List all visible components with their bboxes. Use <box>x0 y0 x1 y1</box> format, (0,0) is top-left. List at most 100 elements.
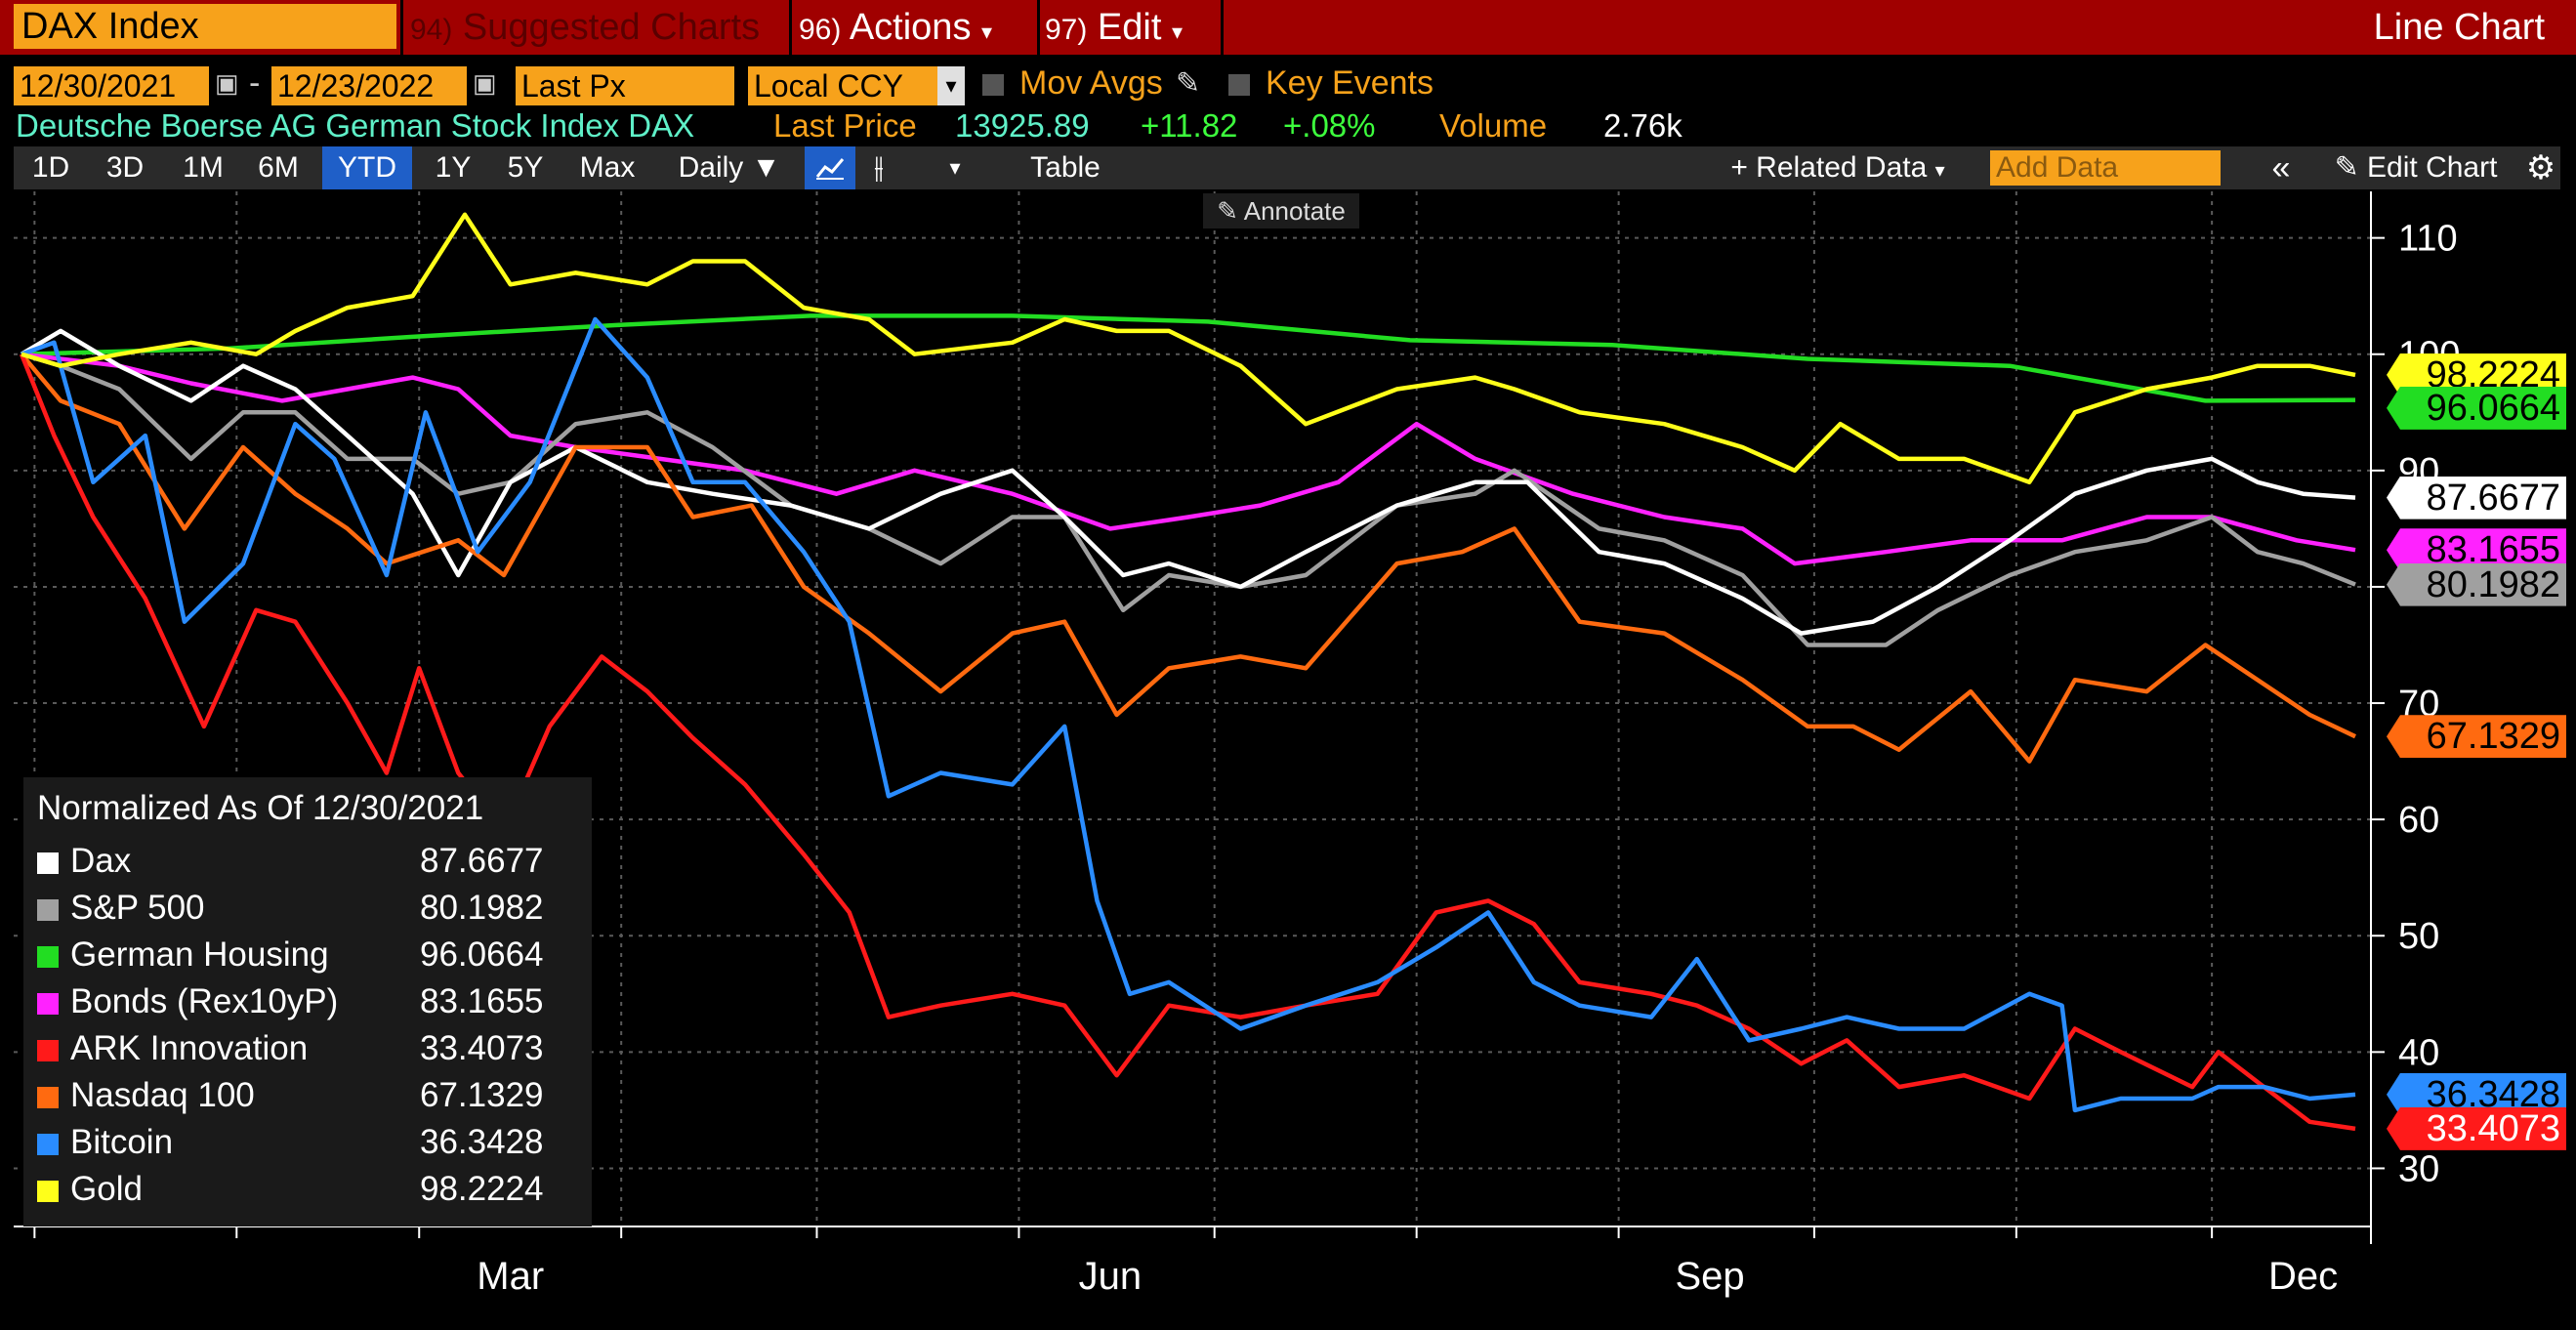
legend: Normalized As Of 12/30/2021 Dax 87.6677 S&… <box>23 777 592 1226</box>
key-events-label[interactable]: Key Events <box>1266 64 1433 102</box>
gear-icon[interactable]: ⚙ <box>2525 149 2556 187</box>
price-change-pct: +.08% <box>1283 107 1376 144</box>
last-value-label-sp500: 80.1982 <box>2387 562 2566 606</box>
add-data-input[interactable]: Add Data <box>1990 150 2221 186</box>
last-value-label-ark: 33.4073 <box>2387 1106 2566 1150</box>
legend-swatch <box>37 898 59 921</box>
annotate-label: Annotate <box>1243 196 1346 226</box>
edit-menu-button[interactable]: 97) Edit ▾ <box>1045 0 1183 55</box>
series-line-gold <box>21 212 2356 485</box>
actions-menu-button[interactable]: 96) Actions ▾ <box>799 0 992 55</box>
series-line-dax <box>20 328 2356 636</box>
field-selector[interactable]: Last Px <box>516 66 734 105</box>
mov-avgs-checkbox[interactable] <box>982 74 1004 96</box>
legend-entry-bitcoin[interactable]: Bitcoin 36.3428 <box>37 1119 544 1166</box>
chevron-down-icon: ▾ <box>981 20 993 44</box>
period-max[interactable]: Max <box>579 151 636 184</box>
last-price-label: Last Price <box>773 107 917 144</box>
collapse-icon[interactable]: « <box>2271 149 2291 187</box>
actions-label: Actions <box>849 7 972 48</box>
period-1m[interactable]: 1M <box>183 151 224 184</box>
period-ytd[interactable]: YTD <box>322 146 412 189</box>
annotate-button[interactable]: ✎ Annotate <box>1203 193 1359 229</box>
legend-name: German Housing <box>70 935 329 974</box>
key-events-checkbox[interactable] <box>1228 74 1250 96</box>
legend-entry-bonds[interactable]: Bonds (Rex10yP) 83.1655 <box>37 978 544 1025</box>
pencil-icon: ✎ <box>2334 151 2359 184</box>
chevron-down-icon[interactable]: ▾ <box>949 155 961 180</box>
suggested-label: Suggested Charts <box>462 7 761 48</box>
y-tick-label: 40 <box>2398 1032 2439 1073</box>
x-tick-label: Mar <box>477 1255 544 1298</box>
legend-entry-gold[interactable]: Gold 98.2224 <box>37 1166 544 1213</box>
suggested-number: 94) <box>410 14 453 46</box>
candlestick-icon[interactable]: ⫲ <box>874 151 884 184</box>
period-3d[interactable]: 3D <box>105 151 145 184</box>
volume-label: Volume <box>1439 107 1548 144</box>
chevron-down-icon[interactable]: ▾ <box>937 66 965 105</box>
end-date-field[interactable]: 12/23/2022 <box>271 66 467 105</box>
legend-entry-sp500[interactable]: S&P 500 80.1982 <box>37 885 544 932</box>
series-line-ark <box>19 353 2356 1132</box>
y-tick-label: 110 <box>2398 219 2458 260</box>
edit-number: 97) <box>1045 14 1088 46</box>
currency-selector[interactable]: Local CCY ▾ <box>748 66 965 105</box>
legend-value: 80.1982 <box>420 889 544 927</box>
legend-name: Bonds (Rex10yP) <box>70 982 339 1020</box>
legend-entry-dax[interactable]: Dax 87.6677 <box>37 838 544 885</box>
legend-entry-housing[interactable]: German Housing 96.0664 <box>37 932 544 978</box>
calendar-icon[interactable]: ▣ <box>215 68 239 98</box>
legend-swatch <box>37 1039 59 1061</box>
y-tick-label: 50 <box>2398 916 2439 957</box>
chevron-down-icon: ▼ <box>751 151 781 184</box>
legend-name: Dax <box>70 842 132 880</box>
legend-value: 83.1655 <box>420 982 544 1020</box>
line-chart-icon[interactable] <box>805 146 855 189</box>
period-1d[interactable]: 1D <box>31 151 70 184</box>
legend-name: Nasdaq 100 <box>70 1076 255 1114</box>
legend-entry-nasdaq[interactable]: Nasdaq 100 67.1329 <box>37 1072 544 1119</box>
series-line-sp500 <box>21 352 2356 647</box>
currency-label: Local CCY <box>754 68 903 104</box>
period-1y[interactable]: 1Y <box>435 151 472 184</box>
calendar-icon[interactable]: ▣ <box>473 68 497 98</box>
legend-swatch <box>37 852 59 874</box>
start-date-field[interactable]: 12/30/2021 <box>14 66 209 105</box>
legend-name: S&P 500 <box>70 889 205 927</box>
chevron-down-icon: ▾ <box>1171 20 1184 44</box>
mov-avgs-label[interactable]: Mov Avgs <box>1019 64 1163 102</box>
legend-value: 98.2224 <box>420 1170 544 1208</box>
edit-label: Edit <box>1097 7 1162 48</box>
period-6m[interactable]: 6M <box>258 151 299 184</box>
suggested-charts-button[interactable]: 94) Suggested Charts <box>410 0 760 55</box>
legend-title: Normalized As Of 12/30/2021 <box>37 789 484 827</box>
table-button[interactable]: Table <box>1030 151 1101 184</box>
series-line-bitcoin <box>21 316 2356 1113</box>
period-5y[interactable]: 5Y <box>507 151 544 184</box>
x-tick-label: Sep <box>1675 1255 1744 1298</box>
legend-entry-ark[interactable]: ARK Innovation 33.4073 <box>37 1025 544 1072</box>
x-tick-label: Jun <box>1079 1255 1143 1298</box>
y-tick-label: 30 <box>2398 1148 2439 1189</box>
last-value-label-dax: 87.6677 <box>2387 476 2566 520</box>
legend-value: 87.6677 <box>420 842 544 880</box>
y-tick-label: 60 <box>2398 800 2439 841</box>
chevron-down-icon: ▾ <box>1934 160 1945 182</box>
last-price-value: 13925.89 <box>955 107 1090 144</box>
legend-swatch <box>37 945 59 968</box>
pencil-icon[interactable]: ✎ <box>1176 67 1201 100</box>
volume-value: 2.76k <box>1603 107 1683 144</box>
ticker-field[interactable]: DAX Index <box>14 4 396 49</box>
price-change: +11.82 <box>1141 107 1238 144</box>
frequency-selector[interactable]: Daily ▼ <box>666 146 793 189</box>
chart-toolbar: 1D 3D 1M 6M YTD 1Y 5Y Max Daily ▼ ⫲ ▾ Ta… <box>14 146 2560 189</box>
divider <box>789 0 792 55</box>
last-value-label-nasdaq: 67.1329 <box>2387 715 2566 759</box>
edit-chart-button[interactable]: ✎ Edit Chart <box>2308 146 2523 189</box>
edit-chart-label: Edit Chart <box>2367 151 2498 184</box>
legend-swatch <box>37 1133 59 1155</box>
related-data-button[interactable]: + Related Data ▾ <box>1703 146 1973 189</box>
frequency-label: Daily <box>678 151 744 184</box>
x-tick-label: Dec <box>2268 1255 2338 1298</box>
date-range-dash: - <box>249 64 261 102</box>
